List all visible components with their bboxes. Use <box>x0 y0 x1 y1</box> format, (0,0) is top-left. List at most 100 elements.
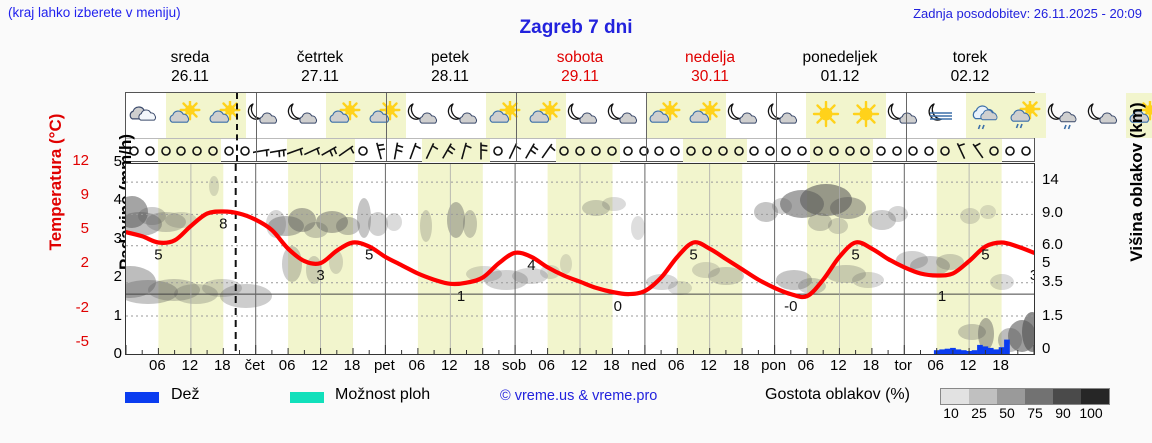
temperature-tick: 12 <box>72 152 89 169</box>
day-header-0: sreda 26.11 <box>125 48 255 90</box>
weather-icon-sunny <box>846 93 886 138</box>
x-tick-label: 18 <box>992 357 1009 374</box>
cloud-scale-step <box>1025 389 1053 404</box>
precipitation-tick: 4 <box>113 191 122 209</box>
weather-icon-partly-sunny <box>166 93 206 138</box>
weather-icon-partly-sunny-rain <box>1006 93 1046 138</box>
x-tick-label: 12 <box>570 357 588 374</box>
cloud-scale-step <box>1053 389 1081 404</box>
day-header-6: torek 02.12 <box>905 48 1035 90</box>
wind-barb-symbol <box>337 139 355 162</box>
wind-calm-symbol <box>857 139 874 162</box>
day-separator <box>516 93 517 161</box>
wind-calm-symbol <box>189 139 206 162</box>
svg-text:3: 3 <box>1030 267 1034 284</box>
x-tick-label: čet <box>244 357 265 374</box>
cloud-scale-value: 100 <box>1079 405 1103 421</box>
cloud-height-tick: 1.5 <box>1042 306 1063 324</box>
wind-calm-symbol <box>825 139 842 162</box>
svg-text:5: 5 <box>689 247 697 264</box>
precipitation-tick: 5 <box>113 153 122 170</box>
weather-icon-partly-sunny <box>326 93 366 138</box>
wind-calm-symbol <box>905 139 921 162</box>
weather-icon-moon-cloudy <box>446 93 486 138</box>
x-tick-label: 12 <box>181 357 199 374</box>
weather-icon-moon-cloudy <box>606 93 646 138</box>
cloud-height-tick: 6.0 <box>1042 235 1063 253</box>
wind-calm-symbol <box>921 139 937 162</box>
rain-legend-label: Dež <box>171 386 200 403</box>
cloud-height-tick: 3.5 <box>1042 273 1063 290</box>
wind-calm-symbol <box>603 139 620 162</box>
temperature-tick: 5 <box>80 219 89 237</box>
wind-calm-symbol <box>730 139 747 162</box>
wind-calm-symbol <box>157 139 174 162</box>
day-date: 01.12 <box>820 68 860 85</box>
day-date: 27.11 <box>301 68 339 85</box>
wind-calm-symbol <box>355 139 371 162</box>
chart-legend: Dež Možnost ploh © vreme.us & vreme.pro … <box>125 386 1145 426</box>
day-date: 30.11 <box>691 68 729 85</box>
cloud-scale-value: 50 <box>999 405 1015 421</box>
cloud-height-tick: 9.0 <box>1042 203 1063 221</box>
wind-barb-symbol <box>405 139 422 162</box>
location-menu-note: (kraj lahko izberete v meniju) <box>8 5 181 20</box>
wind-barb-symbol <box>522 139 539 162</box>
weather-icon-moon-cloudy <box>286 93 326 138</box>
wind-calm-symbol <box>809 139 826 162</box>
x-tick-label: 06 <box>408 357 426 374</box>
cloud-scale-value: 25 <box>971 405 987 421</box>
wind-barb-symbol <box>371 139 388 162</box>
day-header-5: ponedeljek 01.12 <box>775 48 905 90</box>
day-separator <box>256 93 257 161</box>
weather-icon-partly-sunny <box>646 93 686 138</box>
wind-barb-symbol <box>388 139 405 162</box>
wind-barb-symbol <box>952 139 970 162</box>
day-name: četrtek <box>296 49 344 66</box>
wind-calm-symbol <box>173 139 190 162</box>
wind-calm-symbol <box>762 139 778 162</box>
rain-legend-swatch <box>125 392 159 403</box>
wind-calm-symbol <box>620 139 636 162</box>
day-name: nedelja <box>685 49 735 66</box>
temperature-tick: 2 <box>80 253 89 271</box>
svg-text:5: 5 <box>154 247 162 264</box>
day-separator <box>386 93 387 161</box>
wind-calm-symbol <box>1018 139 1034 162</box>
x-tick-label: 06 <box>278 357 296 374</box>
cloud-height-tick: 5 <box>1042 253 1051 271</box>
wind-calm-symbol <box>714 139 731 162</box>
wind-calm-symbol <box>699 139 715 162</box>
x-tick-label: 18 <box>732 357 750 374</box>
weather-icon-partly-sunny <box>486 93 526 138</box>
copyright-link[interactable]: © vreme.us & vreme.pro <box>500 388 658 404</box>
wind-barb-symbol <box>455 139 473 162</box>
weather-icon-sunny <box>806 93 846 138</box>
x-tick-label: sob <box>502 357 527 374</box>
weather-icon-moon-cloudy <box>566 93 606 138</box>
precipitation-tick: 1 <box>113 306 122 324</box>
wind-calm-symbol <box>873 139 889 162</box>
cloud-height-tick: 14 <box>1042 171 1059 189</box>
svg-text:4: 4 <box>527 257 535 274</box>
precipitation-tick: 0 <box>113 345 122 362</box>
weather-icon-moon-cloudy <box>1086 93 1126 138</box>
wind-barb-symbol <box>438 139 456 162</box>
day-separator <box>906 93 907 161</box>
svg-text:1: 1 <box>938 288 946 305</box>
cloud-density-legend-title: Gostota oblakov (%) <box>765 386 910 403</box>
wind-barb-symbol <box>320 139 338 162</box>
wind-calm-symbol <box>237 139 253 162</box>
cloud-height-axis-title: Višina oblakov (km) <box>1127 102 1146 262</box>
cloud-scale-value: 75 <box>1027 405 1043 421</box>
x-tick-label: 18 <box>213 357 231 374</box>
weather-icon-moon-cloudy <box>766 93 806 138</box>
wind-calm-symbol <box>889 139 905 162</box>
weather-icon-moon-cloudy <box>406 93 446 138</box>
wind-calm-symbol <box>126 139 142 162</box>
day-date: 26.11 <box>171 68 209 85</box>
svg-text:5: 5 <box>365 247 373 264</box>
weather-icon-partly-sunny <box>526 93 566 138</box>
wind-barb-symbol <box>539 139 557 162</box>
day-name: ponedeljek <box>802 49 878 66</box>
